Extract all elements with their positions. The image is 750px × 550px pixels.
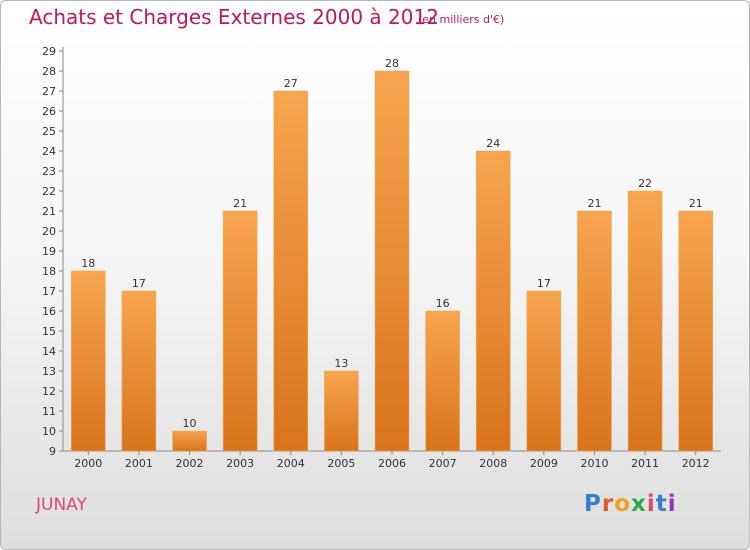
y-tick-label: 25 — [42, 125, 56, 138]
bar-value-label: 22 — [638, 177, 652, 190]
y-tick-label: 21 — [42, 205, 56, 218]
y-tick-label: 26 — [42, 105, 56, 118]
y-tick-label: 11 — [42, 405, 56, 418]
y-tick-label: 27 — [42, 85, 56, 98]
bar-value-label: 28 — [385, 57, 399, 70]
x-tick-label: 2010 — [580, 457, 608, 470]
x-tick-label: 2011 — [631, 457, 659, 470]
y-tick-label: 18 — [42, 265, 56, 278]
bar — [526, 290, 562, 452]
bar — [121, 290, 157, 452]
y-tick-label: 20 — [42, 225, 56, 238]
logo-letter: x — [631, 491, 647, 517]
y-tick-label: 29 — [42, 45, 56, 58]
y-tick-label: 19 — [42, 245, 56, 258]
bar-value-label: 21 — [689, 197, 703, 210]
y-tick-label: 22 — [42, 185, 56, 198]
bar — [577, 210, 612, 452]
y-tick-label: 12 — [42, 385, 56, 398]
chart-title: Achats et Charges Externes 2000 à 2012 — [29, 5, 439, 29]
x-tick-label: 2007 — [429, 457, 457, 470]
logo-letter: r — [601, 491, 615, 517]
x-tick-label: 2000 — [74, 457, 102, 470]
proxiti-logo: Proxiti — [584, 491, 677, 517]
bar-value-label: 24 — [486, 137, 500, 150]
bar — [678, 210, 713, 452]
y-tick-label: 9 — [49, 445, 56, 458]
x-tick-label: 2012 — [682, 457, 710, 470]
logo-letter: P — [584, 491, 602, 517]
y-tick-label: 16 — [42, 305, 56, 318]
bar — [71, 270, 106, 452]
bar — [222, 210, 258, 452]
bar-value-label: 13 — [334, 357, 348, 370]
bar — [627, 190, 663, 452]
x-tick-label: 2009 — [530, 457, 558, 470]
y-tick-label: 14 — [42, 345, 56, 358]
x-tick-label: 2008 — [479, 457, 507, 470]
logo-letter: t — [655, 491, 668, 517]
x-tick-label: 2002 — [176, 457, 204, 470]
bar-value-label: 10 — [183, 417, 197, 430]
y-tick-label: 15 — [42, 325, 56, 338]
logo-letter: o — [614, 491, 632, 517]
commune-name: JUNAY — [36, 495, 87, 515]
y-tick-label: 10 — [42, 425, 56, 438]
bar-value-label: 16 — [436, 297, 450, 310]
logo-letter: i — [646, 491, 656, 517]
bar — [374, 70, 410, 452]
x-tick-label: 2005 — [327, 457, 355, 470]
bar — [475, 150, 511, 452]
y-tick-label: 24 — [42, 145, 56, 158]
bar-value-label: 17 — [132, 277, 146, 290]
bar — [273, 90, 309, 452]
x-tick-label: 2006 — [378, 457, 406, 470]
bar-value-label: 17 — [537, 277, 551, 290]
x-tick-label: 2001 — [125, 457, 153, 470]
chart-unit: (en milliers d'€) — [418, 13, 505, 26]
bar-value-label: 21 — [233, 197, 247, 210]
bar — [324, 370, 359, 452]
x-tick-label: 2004 — [277, 457, 305, 470]
bar-value-label: 18 — [81, 257, 95, 270]
logo-letter: i — [667, 491, 677, 517]
x-tick-label: 2003 — [226, 457, 254, 470]
bar-value-label: 27 — [284, 77, 298, 90]
bar-value-label: 21 — [587, 197, 601, 210]
y-tick-label: 13 — [42, 365, 56, 378]
bar — [425, 310, 460, 452]
y-tick-label: 17 — [42, 285, 56, 298]
bar — [172, 430, 207, 452]
y-tick-label: 23 — [42, 165, 56, 178]
y-tick-label: 28 — [42, 65, 56, 78]
